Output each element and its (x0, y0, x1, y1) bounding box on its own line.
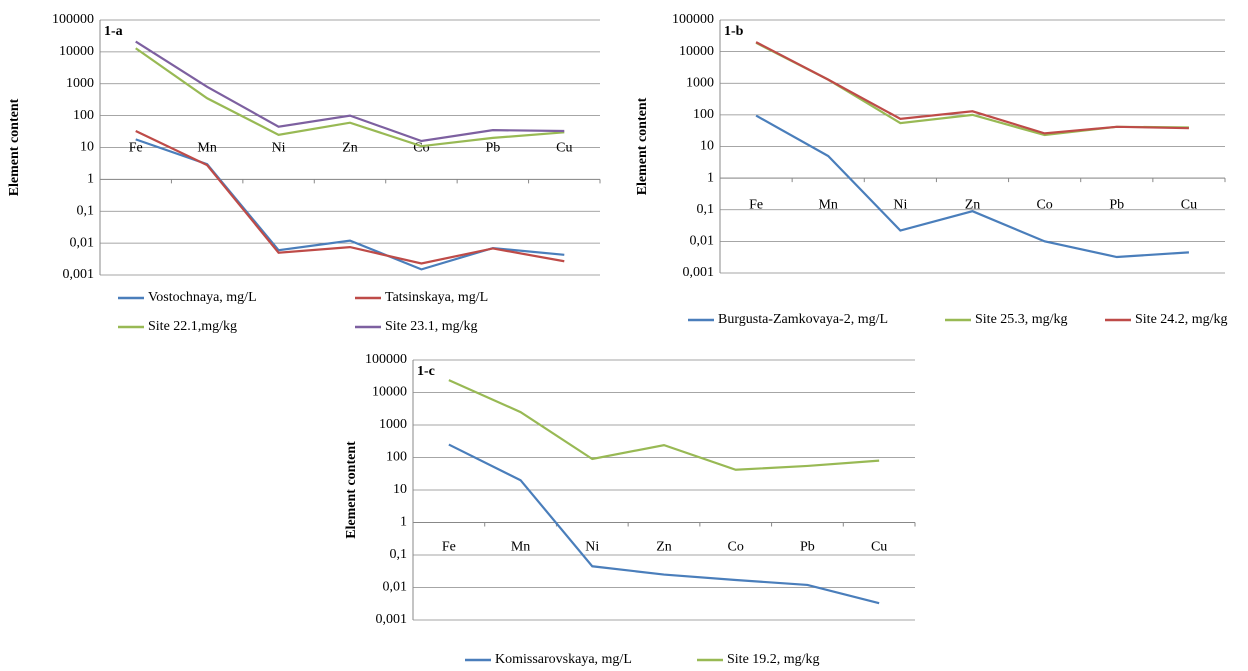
legend-label: Site 22.1,mg/kg (148, 319, 237, 334)
y-axis-title: Element content (635, 97, 650, 195)
x-tick-label: Ni (893, 197, 907, 212)
data-line (448, 443, 880, 605)
legend-label: Komissarovskaya, mg/L (495, 652, 632, 667)
data-line (755, 41, 1189, 137)
legend-label: Burgusta-Zamkovaya-2, mg/L (718, 312, 888, 327)
data-line (135, 40, 565, 143)
y-axis-title: Element content (7, 98, 22, 196)
y-tick-label: 10000 (372, 385, 407, 400)
x-tick-label: Cu (556, 141, 572, 156)
x-tick-label: Zn (342, 141, 358, 156)
y-tick-label: 1000 (66, 76, 94, 91)
x-tick-label: Zn (965, 197, 981, 212)
x-tick-label: Fe (129, 141, 143, 156)
y-tick-label: 0,01 (70, 235, 95, 250)
legend-label: Tatsinskaya, mg/L (385, 290, 488, 305)
x-tick-label: Pb (800, 540, 815, 555)
x-tick-label: Co (1036, 197, 1052, 212)
x-tick-label: Mn (511, 540, 530, 555)
x-tick-label: Pb (1109, 197, 1124, 212)
x-tick-label: Co (728, 540, 744, 555)
y-tick-label: 100000 (52, 12, 94, 27)
legend-label: Site 23.1, mg/kg (385, 319, 478, 334)
data-line (755, 41, 1189, 135)
x-tick-label: Cu (871, 540, 887, 555)
y-tick-label: 10 (80, 140, 94, 155)
x-tick-label: Pb (485, 141, 500, 156)
y-tick-label: 0,1 (390, 547, 408, 562)
x-tick-label: Fe (442, 540, 456, 555)
y-tick-label: 1000 (686, 75, 714, 90)
panel-label: 1-b (724, 24, 744, 39)
x-tick-label: Co (413, 141, 429, 156)
legend-label: Site 24.2, mg/kg (1135, 312, 1228, 327)
y-tick-label: 10000 (59, 44, 94, 59)
y-tick-label: 1 (87, 172, 94, 187)
y-tick-label: 10000 (679, 44, 714, 59)
x-tick-label: Cu (1181, 197, 1197, 212)
y-tick-label: 0,1 (697, 202, 715, 217)
x-tick-label: Mn (197, 141, 216, 156)
x-tick-label: Fe (749, 197, 763, 212)
data-line (135, 47, 565, 148)
panel-label: 1-c (417, 364, 435, 379)
legend-label: Vostochnaya, mg/L (148, 290, 257, 305)
y-tick-label: 1 (707, 170, 714, 185)
y-tick-label: 100000 (365, 352, 407, 367)
y-tick-label: 100 (693, 107, 714, 122)
legend-label: Site 19.2, mg/kg (727, 652, 820, 667)
x-tick-label: Ni (585, 540, 599, 555)
y-tick-label: 0,001 (683, 265, 715, 280)
data-line (448, 379, 880, 471)
y-tick-label: 10 (393, 482, 407, 497)
data-line (755, 114, 1190, 259)
data-line (135, 129, 565, 265)
y-tick-label: 1000 (379, 417, 407, 432)
y-tick-label: 100000 (672, 12, 714, 27)
y-tick-label: 0,01 (690, 234, 715, 249)
y-tick-label: 0,01 (383, 580, 408, 595)
y-tick-label: 10 (700, 139, 714, 154)
x-tick-label: Ni (272, 141, 286, 156)
x-tick-label: Zn (656, 540, 672, 555)
legend-label: Site 25.3, mg/kg (975, 312, 1068, 327)
y-tick-label: 0,001 (63, 267, 95, 282)
y-tick-label: 100 (386, 450, 407, 465)
y-tick-label: 0,001 (376, 612, 408, 627)
y-axis-title: Element content (344, 441, 359, 539)
y-tick-label: 1 (400, 515, 407, 530)
panel-label: 1-a (104, 24, 123, 39)
y-tick-label: 0,1 (77, 203, 95, 218)
x-tick-label: Mn (818, 197, 837, 212)
y-tick-label: 100 (73, 108, 94, 123)
